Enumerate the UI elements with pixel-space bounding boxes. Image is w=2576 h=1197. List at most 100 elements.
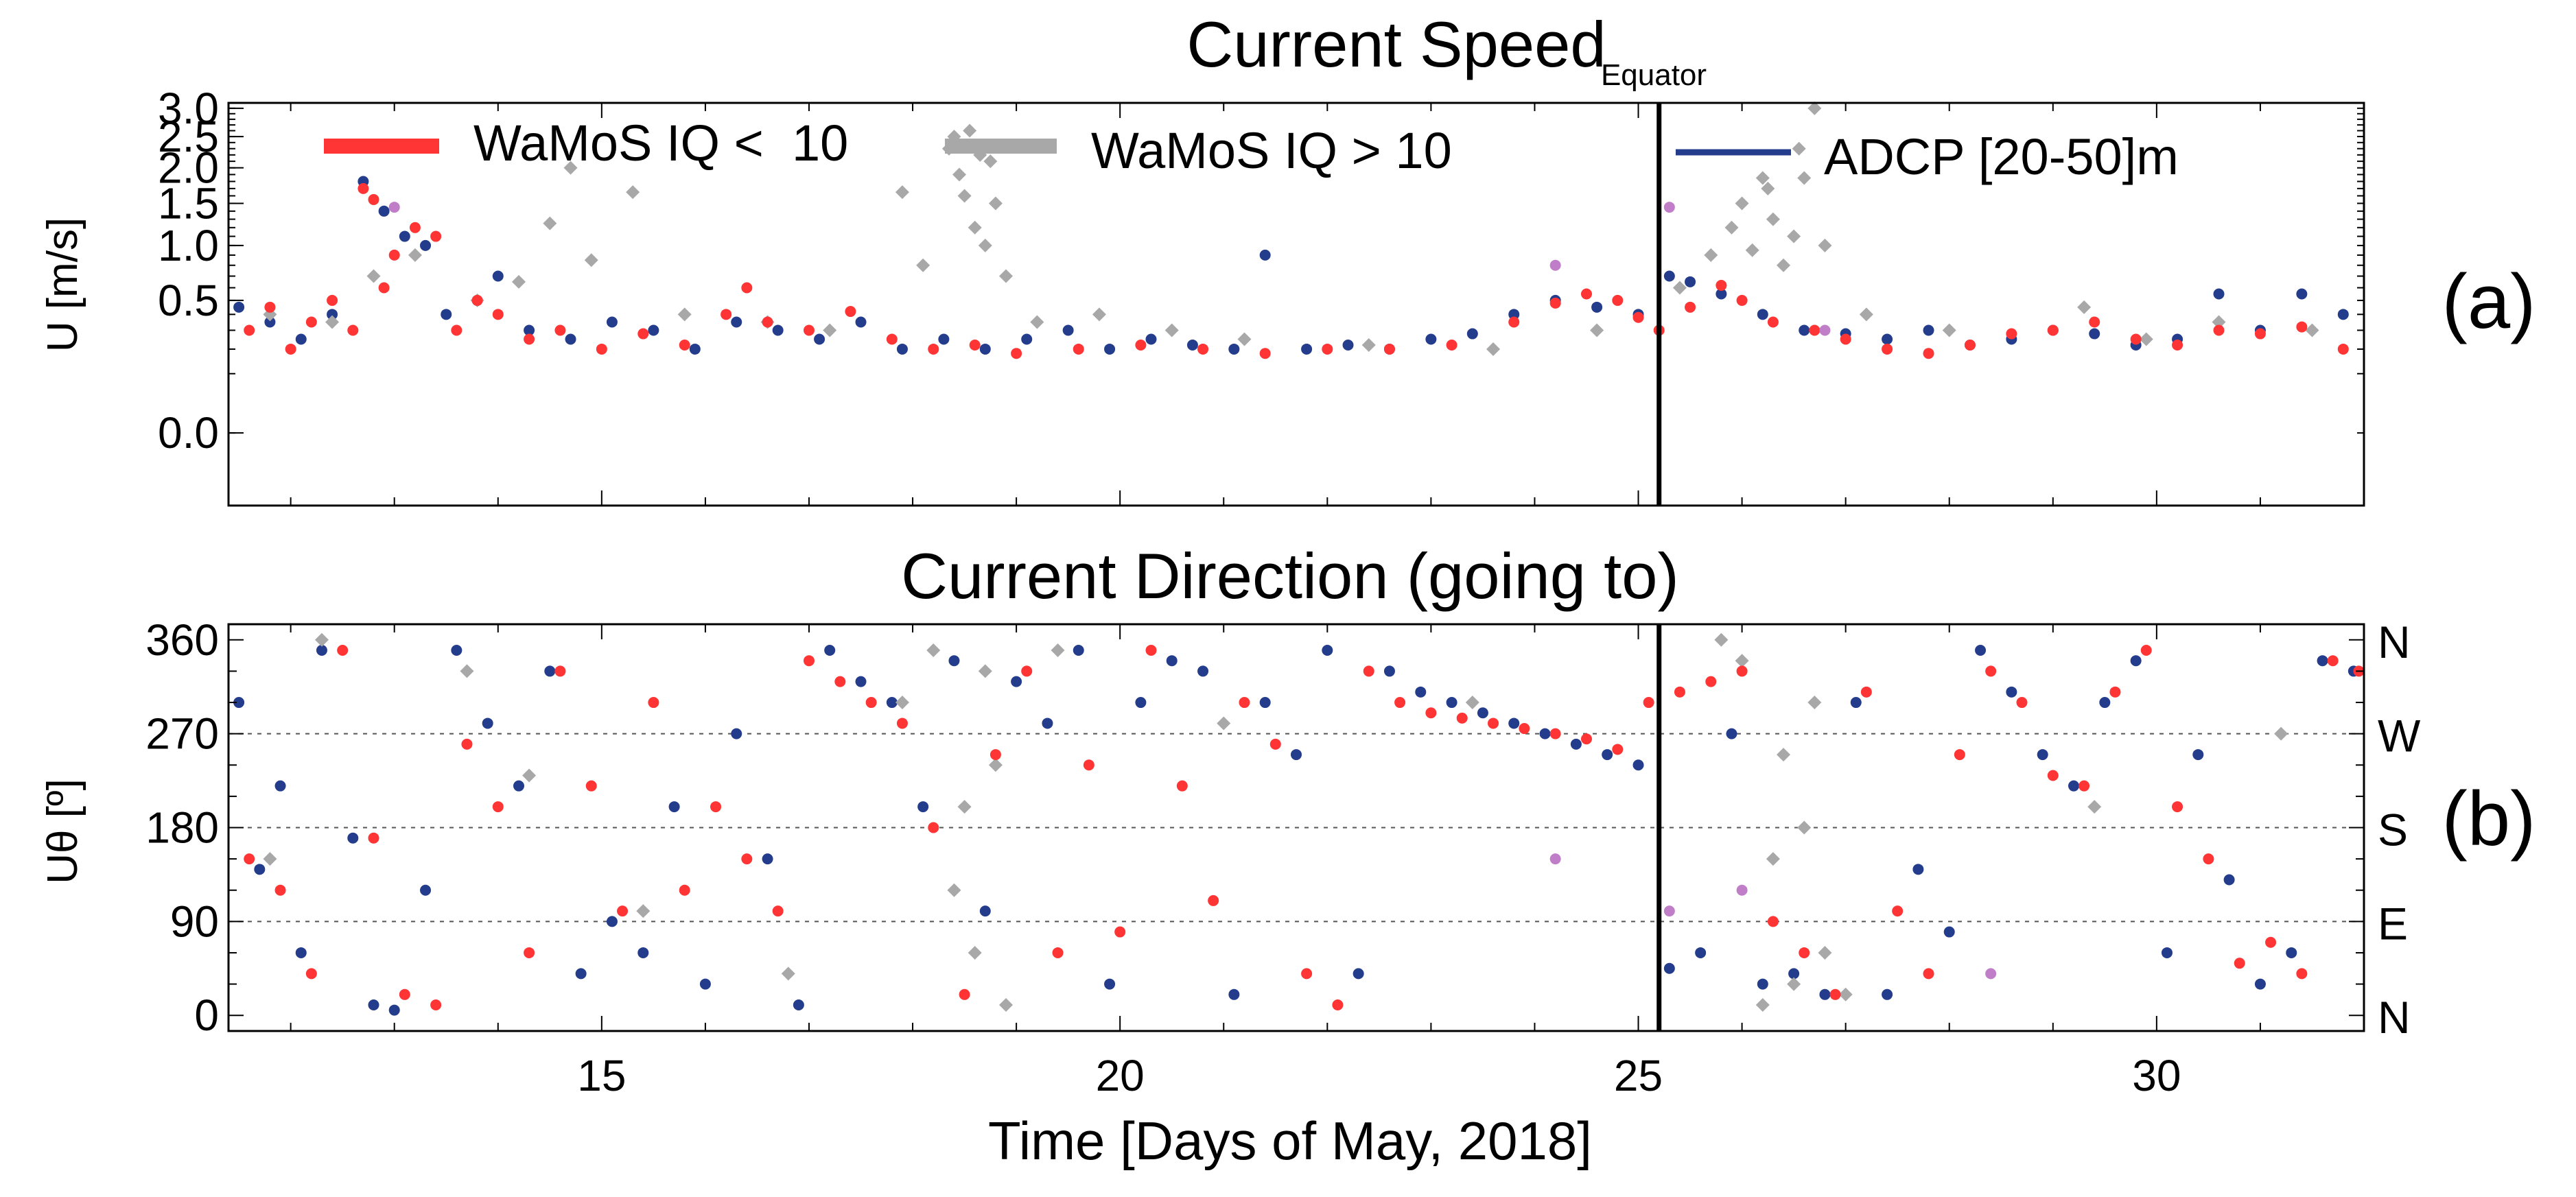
- direction-point-wamos-iq-10: [1580, 733, 1592, 745]
- speed-point-wamos-iq-10: [1590, 323, 1604, 337]
- speed-point-wamos-iq-10: [1322, 343, 1333, 355]
- speed-point-adcp-20-50-m: [855, 316, 867, 328]
- speed-point-wamos-iq-10: [823, 323, 837, 337]
- speed-point-wamos-iq-10: [983, 154, 998, 169]
- direction-point-wamos-iq-10: [399, 988, 410, 1000]
- direction-point-adcp-20-50-m: [1446, 697, 1457, 709]
- speed-point-wamos-iq-10: [378, 282, 390, 294]
- panel-b-label: (b): [2442, 776, 2536, 862]
- direction-ytick-label: 90: [170, 897, 219, 946]
- direction-point-wamos-iq-10: [648, 697, 659, 709]
- direction-point-wamos-iq-10: [1954, 749, 1965, 761]
- direction-point-wamos-iq-10: [2047, 770, 2059, 781]
- direction-point-outliers: [1549, 853, 1561, 865]
- direction-point-adcp-20-50-m: [1539, 728, 1551, 739]
- direction-point-wamos-iq-10: [1425, 707, 1437, 719]
- compass-label-n: N: [2378, 617, 2411, 667]
- direction-point-adcp-20-50-m: [1353, 968, 1364, 980]
- panel-a-frame: [227, 102, 2365, 507]
- direction-point-adcp-20-50-m: [1788, 968, 1800, 980]
- direction-point-adcp-20-50-m: [948, 655, 960, 667]
- direction-point-wamos-iq-10: [1892, 905, 1904, 917]
- direction-point-wamos-iq-10: [959, 988, 970, 1000]
- direction-point-wamos-iq-10: [926, 643, 941, 658]
- direction-point-wamos-iq-10: [1394, 697, 1406, 709]
- direction-ytick-label: 270: [145, 709, 219, 759]
- direction-point-wamos-iq-10: [368, 832, 379, 844]
- speed-ytick-label: 0.0: [158, 408, 219, 458]
- speed-point-wamos-iq-10: [677, 307, 692, 322]
- speed-point-wamos-iq-10: [1787, 229, 1801, 244]
- direction-point-adcp-20-50-m: [1757, 978, 1768, 990]
- direction-point-wamos-iq-10: [461, 738, 473, 750]
- speed-point-wamos-iq-10: [886, 333, 898, 345]
- direction-point-wamos-iq-10: [1269, 738, 1281, 750]
- direction-point-adcp-20-50-m: [699, 978, 711, 990]
- speed-point-wamos-iq-10: [430, 230, 442, 242]
- speed-point-wamos-iq-10: [928, 343, 939, 355]
- speed-point-wamos-iq-10: [1632, 311, 1644, 323]
- direction-point-wamos-iq-10: [1838, 987, 1853, 1002]
- legend-label-wamos-high: WaMoS IQ > 10: [1091, 122, 1452, 179]
- direction-point-adcp-20-50-m: [886, 697, 898, 709]
- direction-point-wamos-iq-10: [2327, 655, 2339, 667]
- direction-point-wamos-iq-10: [834, 676, 846, 687]
- speed-point-wamos-iq-10: [1735, 196, 1749, 211]
- speed-point-adcp-20-50-m: [606, 316, 618, 328]
- speed-point-wamos-iq-10: [543, 216, 557, 230]
- speed-point-adcp-20-50-m: [1663, 270, 1675, 282]
- direction-point-wamos-iq-10: [1714, 632, 1729, 647]
- speed-point-adcp-20-50-m: [1923, 324, 1934, 336]
- speed-point-wamos-iq-10: [637, 328, 649, 340]
- speed-point-adcp-20-50-m: [1301, 343, 1313, 355]
- speed-point-wamos-iq-10: [1672, 281, 1687, 295]
- direction-point-adcp-20-50-m: [1228, 988, 1240, 1000]
- speed-point-wamos-iq-10: [524, 333, 535, 345]
- direction-point-adcp-20-50-m: [2161, 947, 2173, 958]
- direction-point-wamos-iq-10: [1301, 968, 1313, 980]
- legend-item-wamos-low: WaMoS IQ < 10: [324, 115, 848, 171]
- direction-point-wamos-iq-10: [1176, 780, 1188, 792]
- x-tick-label: 30: [2132, 1051, 2181, 1100]
- direction-point-adcp-20-50-m: [917, 801, 929, 813]
- speed-point-wamos-iq-10: [492, 309, 504, 320]
- direction-point-adcp-20-50-m: [1726, 728, 1737, 739]
- direction-point-adcp-20-50-m: [2286, 947, 2297, 958]
- speed-point-wamos-iq-10: [1259, 348, 1271, 359]
- direction-point-adcp-20-50-m: [2099, 697, 2111, 709]
- direction-point-wamos-iq-10: [1829, 988, 1841, 1000]
- direction-point-adcp-20-50-m: [2006, 686, 2017, 698]
- direction-point-adcp-20-50-m: [1663, 962, 1675, 974]
- speed-point-adcp-20-50-m: [1425, 333, 1437, 345]
- direction-point-adcp-20-50-m: [1322, 645, 1333, 656]
- speed-point-wamos-iq-10: [244, 324, 255, 336]
- direction-point-wamos-iq-10: [2265, 936, 2277, 948]
- direction-point-adcp-20-50-m: [2130, 655, 2142, 667]
- speed-point-adcp-20-50-m: [1508, 309, 1520, 320]
- direction-point-wamos-iq-10: [430, 999, 442, 1010]
- direction-point-wamos-iq-10: [2234, 958, 2245, 969]
- speed-point-wamos-iq-10: [721, 309, 732, 320]
- direction-point-adcp-20-50-m: [1291, 749, 1302, 761]
- speed-point-wamos-iq-10: [1580, 288, 1592, 300]
- direction-point-outliers: [1985, 968, 1997, 980]
- direction-ytick-label: 180: [145, 803, 219, 853]
- speed-point-wamos-iq-10: [1797, 171, 1812, 185]
- x-tick-label: 15: [577, 1051, 626, 1100]
- direction-point-wamos-iq-10: [492, 801, 504, 813]
- speed-point-wamos-iq-10: [409, 222, 421, 233]
- direction-point-wamos-iq-10: [305, 968, 317, 980]
- speed-point-wamos-iq-10: [895, 185, 909, 200]
- speed-point-wamos-iq-10: [2296, 321, 2308, 333]
- direction-point-wamos-iq-10: [1755, 997, 1770, 1012]
- x-tick-label: 20: [1096, 1051, 1145, 1100]
- speed-point-adcp-20-50-m: [1716, 288, 1727, 300]
- speed-point-outliers: [1663, 202, 1675, 213]
- direction-point-wamos-iq-10: [865, 697, 877, 709]
- direction-point-wamos-iq-10: [1456, 712, 1468, 724]
- speed-point-wamos-iq-10: [2006, 328, 2017, 340]
- speed-point-adcp-20-50-m: [1799, 324, 1810, 336]
- speed-point-wamos-iq-10: [1859, 307, 1873, 322]
- speed-point-adcp-20-50-m: [648, 324, 659, 336]
- direction-point-wamos-iq-10: [1208, 894, 1219, 906]
